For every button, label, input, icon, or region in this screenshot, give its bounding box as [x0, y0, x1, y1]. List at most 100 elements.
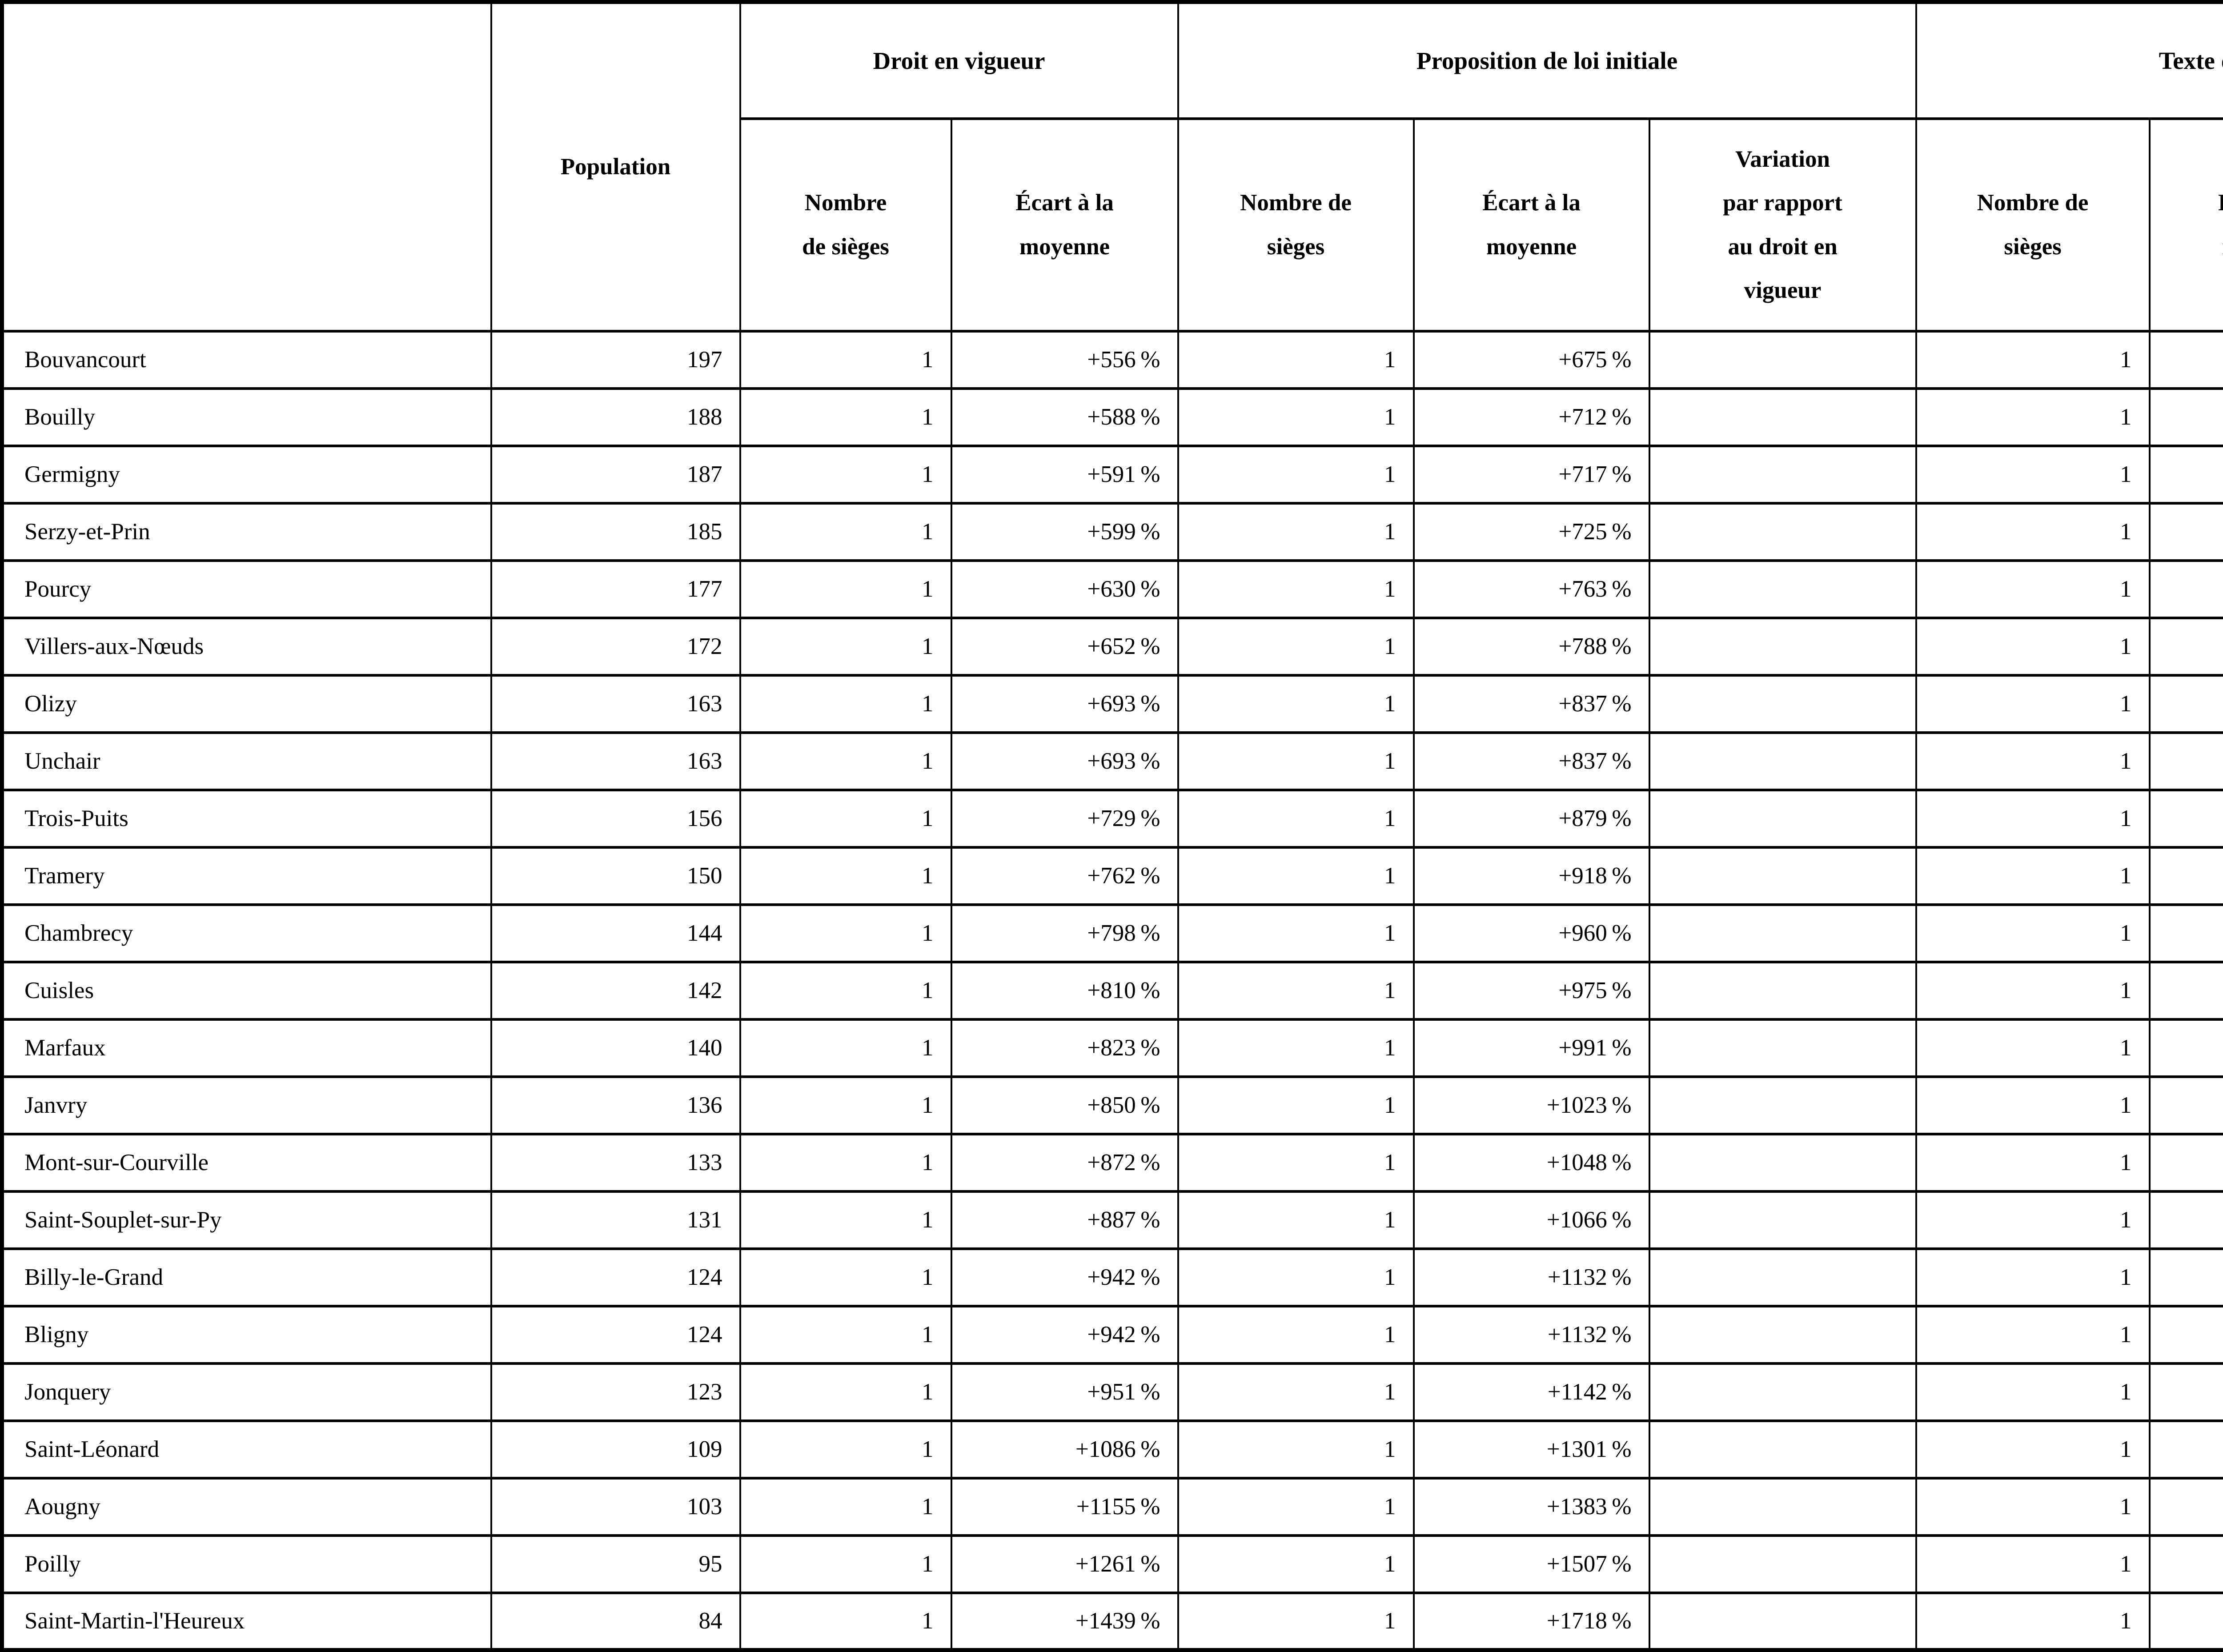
- pli-variation-value: [1649, 331, 1916, 389]
- droit-ecart-value: +951 %: [951, 1363, 1178, 1421]
- pli-sieges-value: 1: [1178, 1593, 1414, 1650]
- tc-sieges-value: 1: [1916, 618, 2150, 675]
- tc-sieges-value: 1: [1916, 1019, 2150, 1077]
- subheader-tc-ecart-moyenne: Écart à la moyenne: [2150, 119, 2223, 331]
- population-header: Population: [491, 2, 740, 331]
- droit-sieges-value: 1: [740, 1478, 951, 1536]
- group-header-droit-en-vigueur: Droit en vigueur: [740, 2, 1178, 119]
- pli-ecart-value: +725 %: [1414, 503, 1649, 561]
- pli-variation-value: [1649, 790, 1916, 847]
- tc-ecart-value: +740 %: [2150, 847, 2223, 905]
- pli-variation-value: [1649, 1249, 1916, 1306]
- droit-ecart-value: +599 %: [951, 503, 1178, 561]
- tc-sieges-value: 1: [1916, 446, 2150, 503]
- droit-ecart-value: +630 %: [951, 561, 1178, 618]
- droit-ecart-value: +591 %: [951, 446, 1178, 503]
- commune-name: Janvry: [2, 1077, 491, 1134]
- pli-variation-value: [1649, 561, 1916, 618]
- tc-sieges-value: 1: [1916, 389, 2150, 446]
- droit-sieges-value: 1: [740, 905, 951, 962]
- commune-name: Serzy-et-Prin: [2, 503, 491, 561]
- droit-sieges-value: 1: [740, 847, 951, 905]
- commune-name: Billy-le-Grand: [2, 1249, 491, 1306]
- pli-ecart-value: +1132 %: [1414, 1306, 1649, 1363]
- tc-ecart-value: +1226 %: [2150, 1536, 2223, 1593]
- tc-sieges-value: 1: [1916, 675, 2150, 733]
- pli-ecart-value: +1142 %: [1414, 1363, 1649, 1421]
- tc-ecart-value: +800 %: [2150, 1019, 2223, 1077]
- subheader-pli-variation: Variation par rapport au droit en vigueu…: [1649, 119, 1916, 331]
- pli-variation-value: [1649, 1478, 1916, 1536]
- pli-variation-value: [1649, 1077, 1916, 1134]
- pli-variation-value: [1649, 1306, 1916, 1363]
- population-value: 163: [491, 733, 740, 790]
- droit-ecart-value: +762 %: [951, 847, 1178, 905]
- tc-sieges-value: 1: [1916, 331, 2150, 389]
- droit-ecart-value: +556 %: [951, 331, 1178, 389]
- tc-ecart-value: +539 %: [2150, 331, 2223, 389]
- population-value: 103: [491, 1478, 740, 1536]
- pli-sieges-value: 1: [1178, 790, 1414, 847]
- population-value: 123: [491, 1363, 740, 1421]
- tc-ecart-value: +707 %: [2150, 790, 2223, 847]
- tc-ecart-value: +861 %: [2150, 1191, 2223, 1249]
- tc-sieges-value: 1: [1916, 1536, 2150, 1593]
- tc-ecart-value: +574 %: [2150, 446, 2223, 503]
- pli-sieges-value: 1: [1178, 446, 1414, 503]
- pli-sieges-value: 1: [1178, 905, 1414, 962]
- droit-ecart-value: +810 %: [951, 962, 1178, 1019]
- tc-sieges-value: 1: [1916, 847, 2150, 905]
- population-value: 187: [491, 446, 740, 503]
- droit-sieges-value: 1: [740, 446, 951, 503]
- droit-sieges-value: 1: [740, 1191, 951, 1249]
- table-header: Population Droit en vigueur Proposition …: [2, 2, 2223, 331]
- tc-sieges-value: 1: [1916, 503, 2150, 561]
- pli-ecart-value: +975 %: [1414, 962, 1649, 1019]
- commune-name: Marfaux: [2, 1019, 491, 1077]
- tc-sieges-value: 1: [1916, 1593, 2150, 1650]
- droit-ecart-value: +652 %: [951, 618, 1178, 675]
- pli-variation-value: [1649, 618, 1916, 675]
- commune-name: Cuisles: [2, 962, 491, 1019]
- tc-sieges-value: 1: [1916, 733, 2150, 790]
- pli-variation-value: [1649, 1536, 1916, 1593]
- tc-ecart-value: +916 %: [2150, 1306, 2223, 1363]
- pli-ecart-value: +1383 %: [1414, 1478, 1649, 1536]
- population-value: 163: [491, 675, 740, 733]
- droit-ecart-value: +1439 %: [951, 1593, 1178, 1650]
- population-value: 142: [491, 962, 740, 1019]
- pli-ecart-value: +717 %: [1414, 446, 1649, 503]
- pli-sieges-value: 1: [1178, 733, 1414, 790]
- pli-ecart-value: +960 %: [1414, 905, 1649, 962]
- droit-ecart-value: +693 %: [951, 675, 1178, 733]
- population-value: 177: [491, 561, 740, 618]
- population-value: 124: [491, 1249, 740, 1306]
- tc-sieges-value: 1: [1916, 1306, 2150, 1363]
- tc-sieges-value: 1: [1916, 1077, 2150, 1134]
- population-value: 156: [491, 790, 740, 847]
- droit-sieges-value: 1: [740, 561, 951, 618]
- group-header-texte-de-la-commission: Texte de la commission: [1916, 2, 2223, 119]
- pli-sieges-value: 1: [1178, 1191, 1414, 1249]
- tc-sieges-value: 1: [1916, 1363, 2150, 1421]
- droit-ecart-value: +588 %: [951, 389, 1178, 446]
- droit-sieges-value: 1: [740, 1019, 951, 1077]
- pli-variation-value: [1649, 847, 1916, 905]
- tc-sieges-value: 1: [1916, 1478, 2150, 1536]
- pli-sieges-value: 1: [1178, 1421, 1414, 1478]
- population-value: 197: [491, 331, 740, 389]
- pli-ecart-value: +918 %: [1414, 847, 1649, 905]
- tc-sieges-value: 1: [1916, 1249, 2150, 1306]
